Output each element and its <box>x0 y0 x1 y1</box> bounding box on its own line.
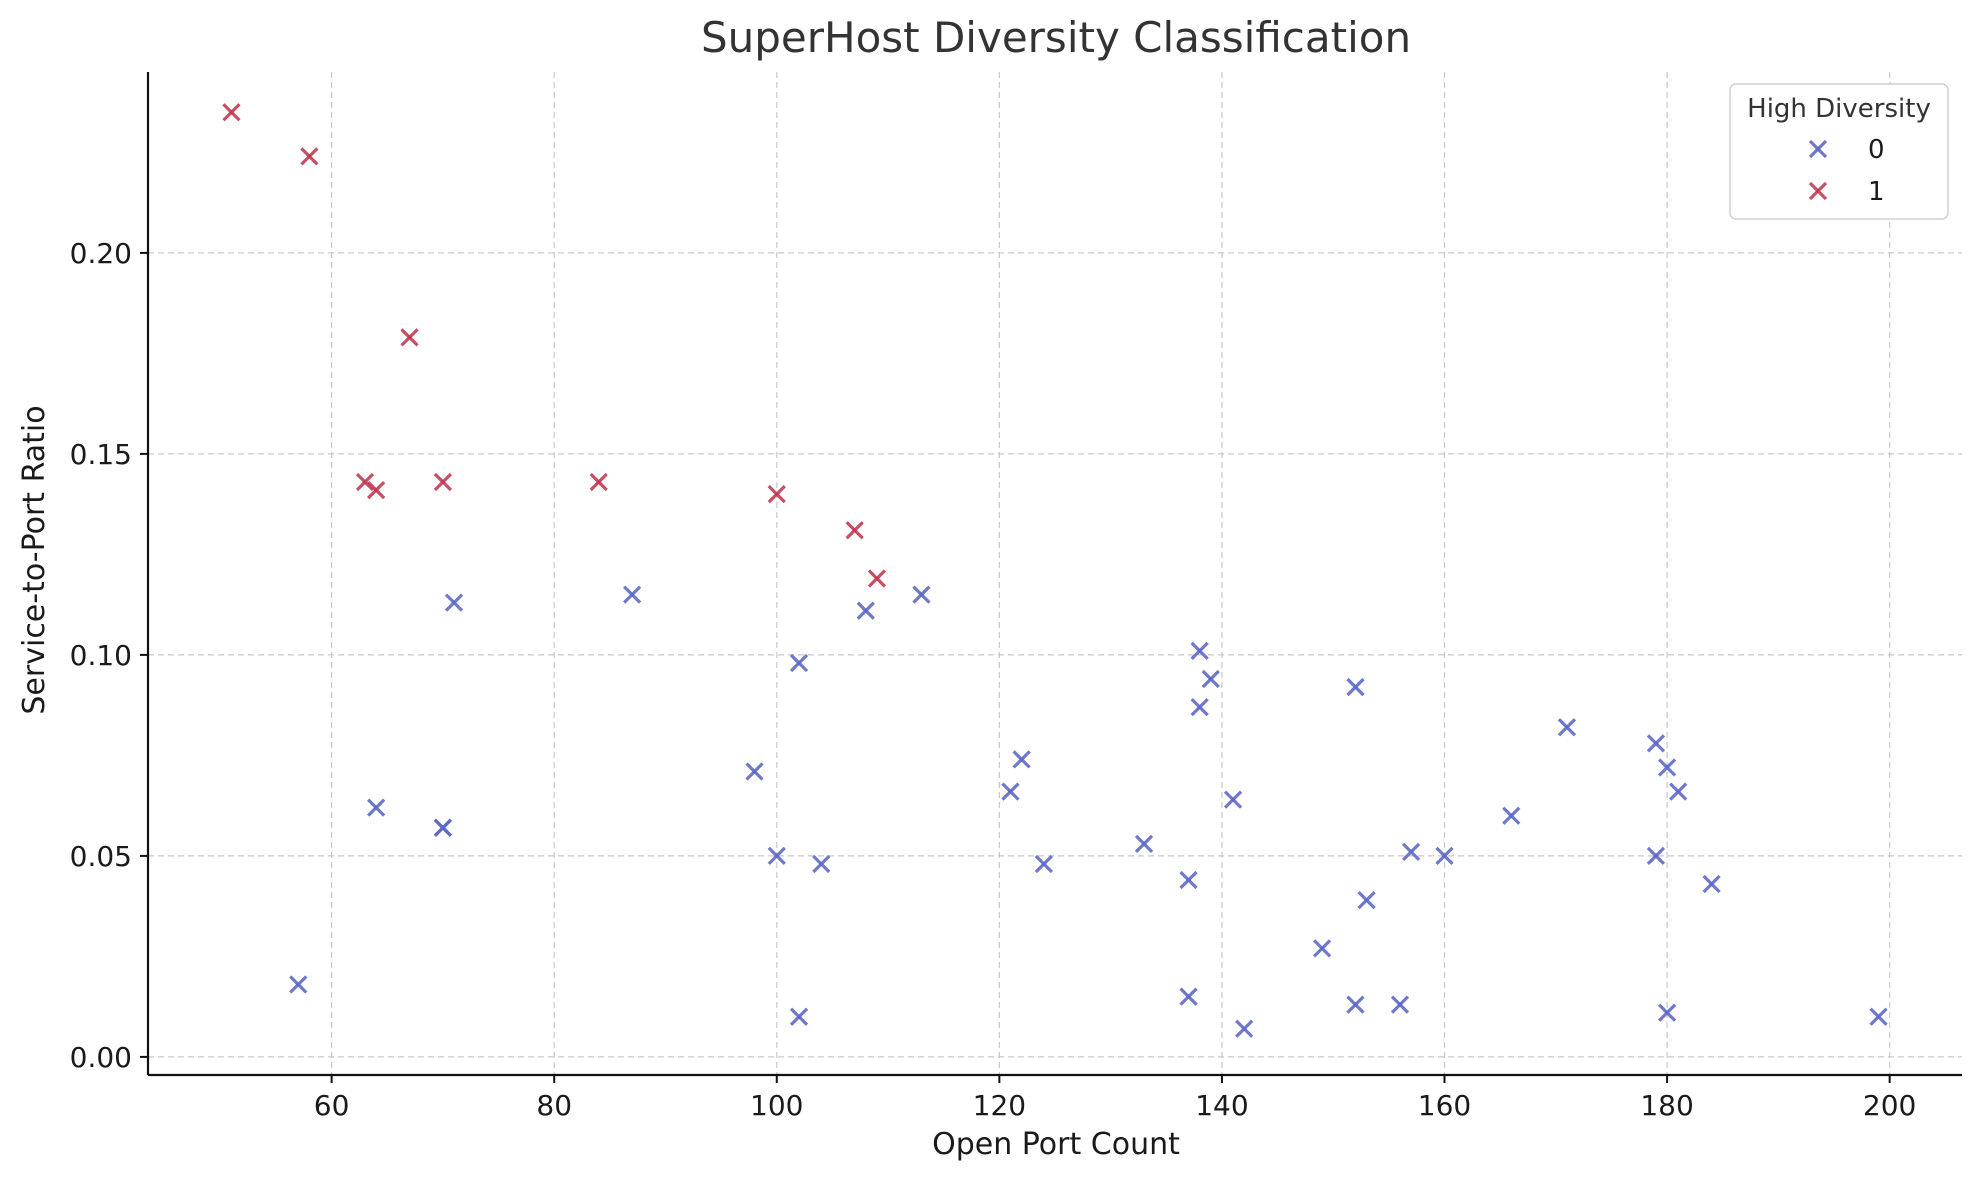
series-0 <box>289 585 1888 1038</box>
data-point <box>1235 1019 1254 1038</box>
data-point <box>433 818 453 837</box>
data-point <box>789 653 809 673</box>
x-tick-label: 140 <box>1195 1089 1248 1122</box>
data-point <box>367 480 386 500</box>
x-tick-label: 200 <box>1863 1089 1916 1122</box>
data-point <box>1557 718 1577 737</box>
x-tick-label: 60 <box>314 1089 350 1122</box>
chart-title: SuperHost Diversity Classification <box>701 13 1411 62</box>
data-point <box>1869 1007 1888 1026</box>
data-point <box>1657 1003 1677 1022</box>
y-tick-label: 0.15 <box>70 438 132 471</box>
data-point <box>222 103 241 122</box>
legend-label-0: 0 <box>1868 135 1885 165</box>
data-point <box>1001 782 1020 801</box>
y-tick-label: 0.05 <box>70 840 132 873</box>
data-point <box>912 585 931 604</box>
data-point <box>1034 854 1054 874</box>
data-point <box>1390 995 1410 1014</box>
series-1 <box>222 103 887 588</box>
legend: High Diversity 0 1 <box>1729 83 1949 220</box>
data-point <box>433 472 453 492</box>
data-point <box>300 147 319 166</box>
data-point <box>444 593 464 612</box>
data-point <box>1669 782 1688 801</box>
data-point <box>1179 987 1198 1006</box>
x-tick-label: 100 <box>750 1089 803 1122</box>
data-point <box>1502 806 1521 825</box>
data-point <box>622 585 642 604</box>
data-point <box>767 484 786 504</box>
data-point <box>1657 758 1677 777</box>
y-tick-label: 0.00 <box>70 1041 132 1074</box>
data-point <box>1179 870 1198 890</box>
x-tick-label: 120 <box>973 1089 1026 1122</box>
legend-box <box>1729 83 1949 220</box>
x-tick-label: 180 <box>1640 1089 1693 1122</box>
data-point <box>767 846 786 866</box>
data-point <box>1346 677 1365 697</box>
data-points <box>222 103 1888 1038</box>
y-tick-label: 0.20 <box>70 237 132 270</box>
legend-marker-1 <box>1808 181 1828 201</box>
data-point <box>1401 842 1421 862</box>
data-point <box>355 472 375 492</box>
axes: 60 80 100 120 140 160 180 200 0.00 0.05 0.10 0.15 0.… <box>70 72 1962 1122</box>
data-point <box>589 472 608 492</box>
data-point <box>367 798 386 817</box>
data-point <box>1346 995 1365 1014</box>
data-point <box>1702 874 1721 894</box>
data-point <box>1646 846 1666 866</box>
data-point <box>856 601 875 620</box>
data-point <box>1223 790 1243 809</box>
legend-label-1: 1 <box>1868 177 1885 207</box>
legend-marker-0 <box>1808 139 1828 159</box>
data-point <box>845 521 864 540</box>
data-point <box>1435 846 1454 866</box>
data-point <box>812 854 831 874</box>
y-axis-label: Service-to-Port Ratio <box>17 405 52 714</box>
data-point <box>289 975 308 994</box>
legend-title: High Diversity <box>1747 94 1931 124</box>
data-point <box>400 328 419 347</box>
x-tick-label: 160 <box>1418 1089 1471 1122</box>
data-point <box>1134 834 1154 853</box>
data-point <box>789 1007 809 1026</box>
data-point <box>745 762 764 781</box>
data-point <box>1201 669 1220 689</box>
data-point <box>867 569 887 588</box>
grid <box>148 72 1962 1075</box>
data-point <box>1312 939 1332 958</box>
y-tick-label: 0.10 <box>70 639 132 672</box>
x-tick-label: 80 <box>536 1089 572 1122</box>
data-point <box>1190 641 1209 661</box>
data-point <box>1357 890 1376 910</box>
data-point <box>1190 698 1209 717</box>
x-axis-label: Open Port Count <box>932 1127 1180 1162</box>
data-point <box>1646 734 1666 753</box>
data-point <box>1012 750 1031 769</box>
